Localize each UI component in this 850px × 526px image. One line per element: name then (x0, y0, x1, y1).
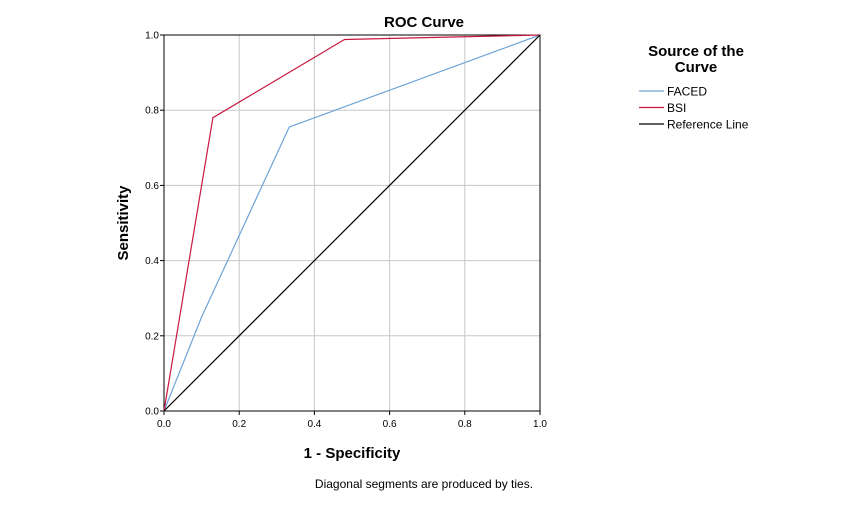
y-tick-label: 1.0 (145, 31, 159, 42)
y-axis-label: Sensitivity (115, 185, 132, 261)
legend-label-reference-line: Reference Line (667, 118, 749, 132)
y-tick-label: 0.6 (145, 181, 159, 192)
legend-title-line1: Source of the (648, 43, 744, 60)
footnote: Diagonal segments are produced by ties. (315, 477, 533, 491)
series-line-bsi (163, 34, 541, 412)
chart-title: ROC Curve (384, 14, 464, 31)
y-tick-label: 0.0 (145, 407, 159, 418)
y-tick-label: 0.8 (145, 106, 159, 117)
y-tick-label: 0.4 (145, 256, 159, 267)
x-tick-label: 0.0 (157, 419, 171, 430)
x-tick-label: 0.4 (307, 419, 321, 430)
y-tick-label: 0.2 (145, 331, 159, 342)
ticks: 0.0 0.2 0.4 0.6 0.8 1.0 0.0 0.2 0.4 0.6 0.8 1.0 (145, 31, 547, 431)
series (163, 34, 541, 412)
legend-label-bsi: BSI (667, 101, 686, 115)
legend-title-line2: Curve (675, 59, 718, 76)
grid (164, 35, 540, 411)
series-line-reference-line (163, 34, 541, 412)
x-tick-label: 0.6 (383, 419, 397, 430)
plot-frame (163, 34, 541, 412)
x-tick-label: 1.0 (533, 419, 547, 430)
x-tick-label: 0.8 (458, 419, 472, 430)
x-axis-label: 1 - Specificity (304, 445, 401, 462)
series-line-faced (163, 34, 541, 412)
x-tick-label: 0.2 (232, 419, 246, 430)
legend-label-faced: FACED (667, 85, 707, 99)
legend: Source of the Curve FACED BSI Reference Li… (639, 43, 749, 132)
